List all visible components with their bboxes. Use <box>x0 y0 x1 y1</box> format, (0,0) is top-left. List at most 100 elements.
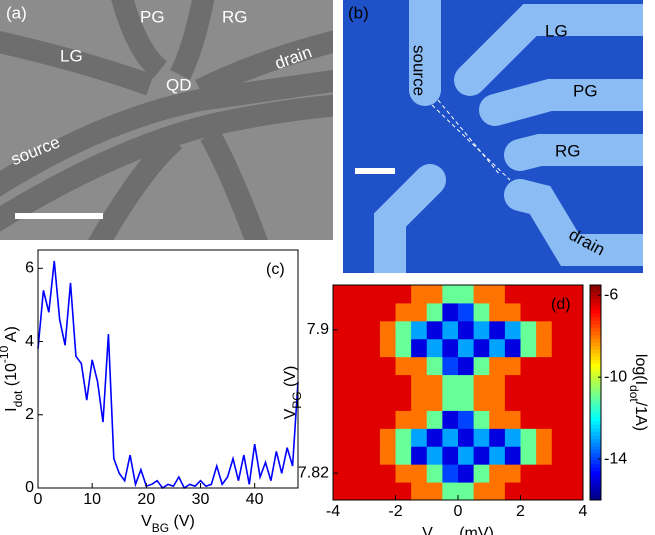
heat-cell <box>567 446 584 465</box>
colorbar-step <box>590 299 601 304</box>
plot-background <box>38 250 298 488</box>
heat-cell <box>551 320 568 340</box>
heat-cell <box>504 302 521 322</box>
heat-cell <box>379 428 396 447</box>
colorbar-step <box>590 446 601 451</box>
x-axis-label-part: (mV) <box>455 525 494 535</box>
heat-cell <box>489 338 506 358</box>
colorbar-step <box>590 457 601 462</box>
heat-cell <box>426 446 443 465</box>
colorbar-step <box>590 406 601 411</box>
heat-cell <box>348 338 365 358</box>
colorbar-step <box>590 320 601 325</box>
heat-cell <box>536 482 553 501</box>
colorbar-step <box>590 285 601 290</box>
plot-frame <box>37 249 299 489</box>
colorbar-step <box>590 310 601 315</box>
x-tick-label: 10 <box>83 491 101 508</box>
colorbar-step <box>590 410 601 415</box>
colorbar-step <box>590 464 601 469</box>
heat-cell <box>442 464 459 483</box>
gate-label: LG <box>545 21 568 40</box>
heat-cell <box>379 302 396 322</box>
colorbar-step <box>590 324 601 329</box>
heat-cell <box>473 482 490 501</box>
colorbar-step <box>590 317 601 322</box>
heat-cell <box>348 392 365 411</box>
heat-cell <box>442 392 459 411</box>
y-tick-label: 4 <box>25 333 34 350</box>
colorbar-step <box>590 363 601 368</box>
heat-cell <box>458 464 475 483</box>
heat-cell <box>411 446 428 465</box>
heat-cell <box>504 285 521 304</box>
heat-cell <box>551 302 568 322</box>
heat-cell <box>520 338 537 358</box>
heat-cell <box>504 356 521 376</box>
x-axis-label: Vbias (mV) <box>422 525 494 535</box>
heat-cell <box>458 338 475 358</box>
heat-cell <box>473 320 490 340</box>
x-axis-label-part: bias <box>433 533 455 535</box>
heat-cell <box>489 446 506 465</box>
heat-cell <box>364 464 381 483</box>
heat-cell <box>473 338 490 358</box>
colorbar-frame <box>589 284 602 501</box>
heat-cell <box>520 374 537 393</box>
colorbar-step <box>590 428 601 433</box>
colorbar-step <box>590 485 601 490</box>
heat-cell <box>458 428 475 447</box>
x-tick-label: 20 <box>137 491 155 508</box>
heat-cell <box>411 338 428 358</box>
heat-cell <box>536 374 553 393</box>
y-tick-label: 0 <box>25 479 34 496</box>
heat-cell <box>489 356 506 376</box>
colorbar-tick-label: -6 <box>604 286 618 303</box>
x-tick-label: -4 <box>326 503 340 520</box>
heat-cell <box>348 302 365 322</box>
heat-cell <box>411 302 428 322</box>
heat-cell <box>442 285 459 304</box>
heat-cell <box>364 320 381 340</box>
heat-cell <box>489 482 506 501</box>
x-axis-label: VBG (V) <box>141 513 195 535</box>
heat-cell <box>364 428 381 447</box>
heat-cell <box>551 374 568 393</box>
heat-cell <box>551 482 568 501</box>
heat-cell <box>489 464 506 483</box>
heat-cell <box>442 446 459 465</box>
x-tick-label: 4 <box>579 503 588 520</box>
heat-cell <box>458 285 475 304</box>
heat-cell <box>348 285 365 304</box>
heat-cell <box>364 338 381 358</box>
heat-cell <box>489 302 506 322</box>
colorbar-step <box>590 424 601 429</box>
heat-cell <box>567 356 584 376</box>
colorbar-step <box>590 367 601 372</box>
y-axis-label-part: -10 <box>0 345 11 363</box>
heat-cell <box>426 320 443 340</box>
heat-cell <box>411 410 428 429</box>
heat-cell <box>364 446 381 465</box>
colorbar-step <box>590 381 601 386</box>
y-axis-label: Idot (10-10 A) <box>0 326 25 412</box>
heat-cell <box>395 356 412 376</box>
heat-cell <box>411 392 428 411</box>
heat-cell <box>379 320 396 340</box>
heat-cell <box>442 338 459 358</box>
heat-cell <box>364 356 381 376</box>
heat-cell <box>536 428 553 447</box>
heat-cell <box>504 410 521 429</box>
colorbar-step <box>590 403 601 408</box>
heat-cell <box>379 410 396 429</box>
colorbar-step <box>590 385 601 390</box>
colorbar-step <box>590 295 601 300</box>
heat-cell <box>536 302 553 322</box>
heat-cell <box>473 428 490 447</box>
colorbar-step <box>590 353 601 358</box>
heat-cell <box>567 320 584 340</box>
x-tick-label: 2 <box>516 503 525 520</box>
colorbar-step <box>590 396 601 401</box>
heat-cell <box>536 338 553 358</box>
heat-cell <box>458 446 475 465</box>
